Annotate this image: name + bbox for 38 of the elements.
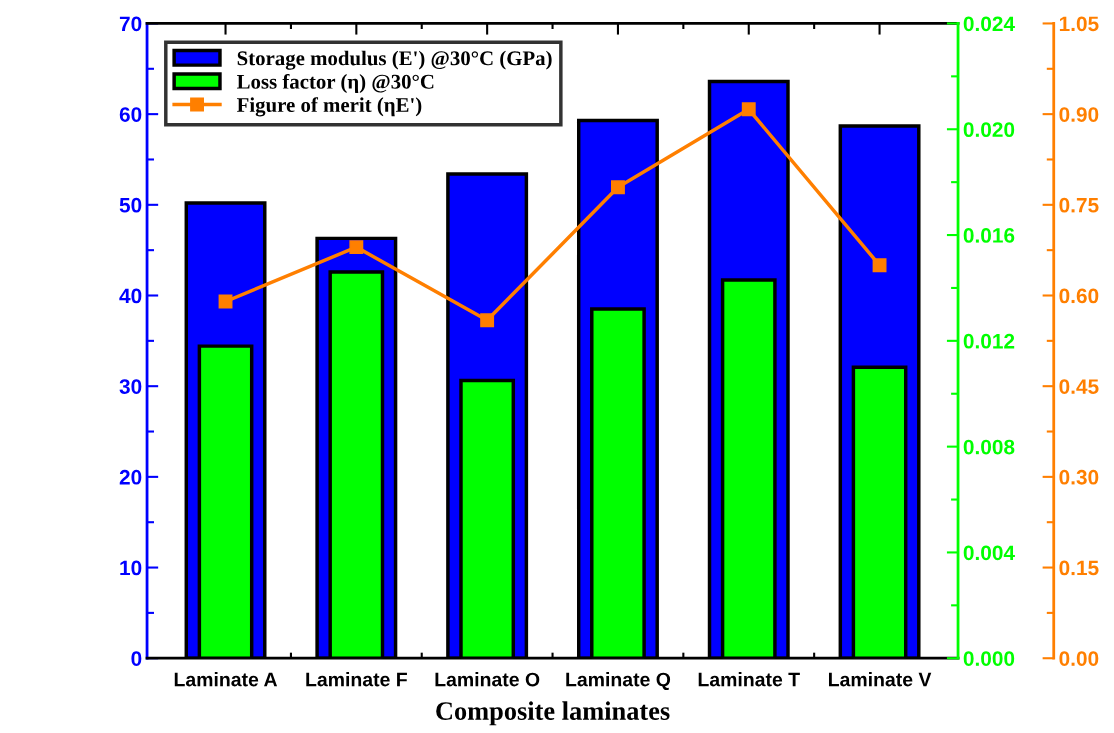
y2-tick-label: 0.020 xyxy=(963,122,1015,138)
x-tick-label: Laminate V xyxy=(828,672,932,687)
y3-tick-label: 0.90 xyxy=(1059,107,1099,122)
y2-tick-label: 0.008 xyxy=(963,439,1015,455)
x-tick-label: Laminate Q xyxy=(566,672,671,691)
y3-tick-label: 0.60 xyxy=(1059,288,1099,304)
y2-tick-label: 0.004 xyxy=(963,545,1015,561)
point xyxy=(480,313,495,328)
y-tick-label: 10 xyxy=(120,560,142,576)
x-tick-label: Laminate F xyxy=(306,672,407,687)
y2-tick-label: 0.024 xyxy=(963,16,1015,32)
y-tick-label: 30 xyxy=(119,379,142,394)
y-tick-label: 20 xyxy=(119,469,142,485)
y3-tick-label: 0.00 xyxy=(1059,651,1099,666)
y3-tick-label: 0.30 xyxy=(1059,469,1099,485)
point xyxy=(872,258,887,273)
legend-label: Loss factor (η) @30°C xyxy=(236,73,434,93)
x-tick-label: Laminate T xyxy=(698,672,800,687)
point xyxy=(349,240,364,255)
legend-label: Storage modulus (E') @30°C (GPa) xyxy=(237,50,552,70)
y-tick-label: 60 xyxy=(119,107,142,122)
y-tick-label: 70 xyxy=(119,16,142,32)
y3-tick-label: 1.05 xyxy=(1059,16,1099,32)
x-tick-label: Laminate A xyxy=(174,672,278,687)
point xyxy=(741,102,756,117)
x-tick-label: Laminate O xyxy=(435,672,540,687)
y2-tick-label: 0.016 xyxy=(963,228,1015,243)
x-axis-title: Composite laminates xyxy=(436,701,670,726)
y-tick-label: 50 xyxy=(119,197,142,213)
legend-label: Figure of merit (ηE') xyxy=(236,97,422,117)
y-tick-label: 40 xyxy=(119,288,142,304)
y2-tick-label: 0.012 xyxy=(963,333,1015,349)
y3-tick-label: 0.75 xyxy=(1059,197,1099,213)
y3-tick-label: 0.45 xyxy=(1059,379,1099,394)
y-tick-label: 0 xyxy=(131,651,142,666)
y2-tick-label: 0.000 xyxy=(963,651,1015,666)
y3-tick-label: 0.15 xyxy=(1059,560,1099,576)
point xyxy=(611,180,625,195)
